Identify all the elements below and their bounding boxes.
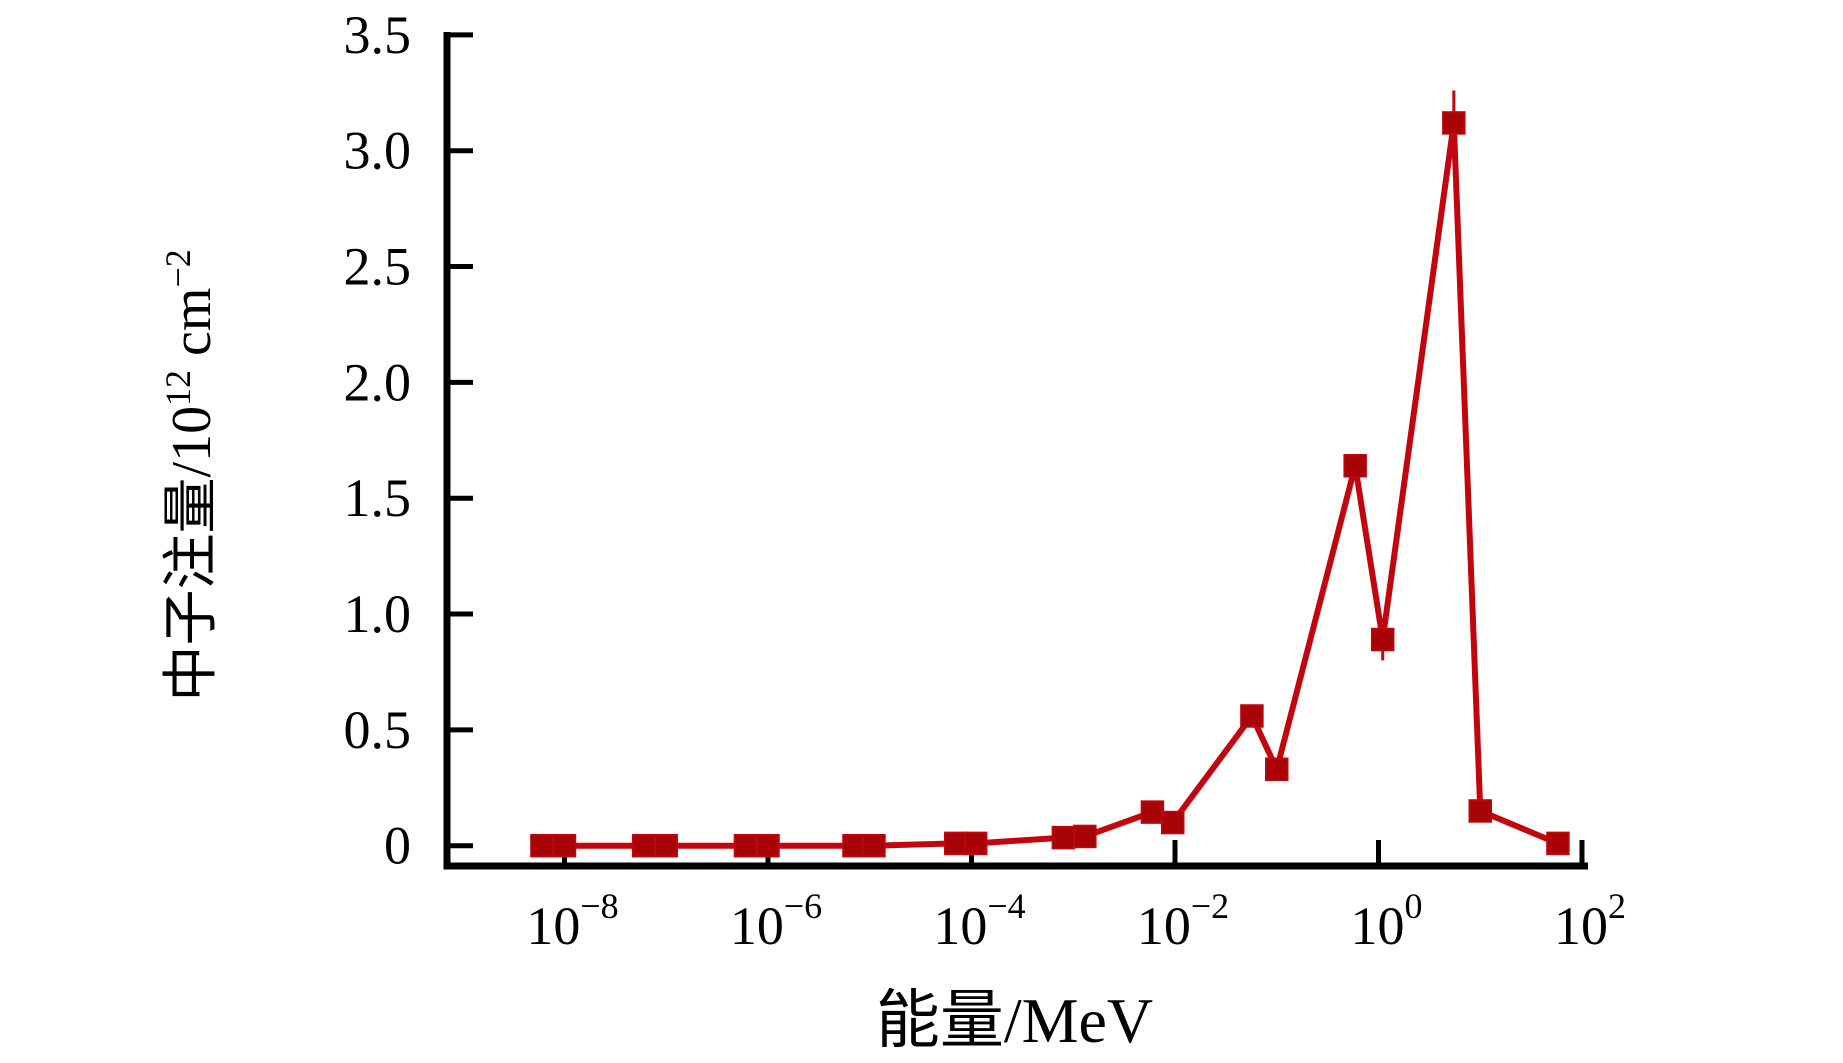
data-point-marker bbox=[1265, 757, 1289, 782]
data-point-marker bbox=[963, 831, 988, 856]
x-tick-label: 10−4 bbox=[933, 886, 1025, 956]
data-point-marker bbox=[1073, 824, 1097, 849]
x-axis-title: 能量/MeV bbox=[876, 985, 1153, 1056]
data-point-marker bbox=[654, 833, 678, 858]
x-tick-label: 10−2 bbox=[1137, 886, 1229, 956]
y-axis-title: 中子注量/1012 cm−2 bbox=[158, 249, 223, 701]
data-point-marker bbox=[1140, 800, 1165, 824]
y-tick-label: 1.5 bbox=[344, 468, 412, 528]
y-tick-label: 0 bbox=[384, 816, 411, 876]
data-point-marker bbox=[943, 831, 968, 856]
data-point-marker bbox=[842, 833, 866, 858]
data-point-marker bbox=[1442, 111, 1466, 135]
y-tick-label: 3.0 bbox=[344, 121, 412, 181]
data-point-marker bbox=[1468, 799, 1492, 823]
x-tick-label: 102 bbox=[1554, 886, 1626, 956]
data-point-marker bbox=[756, 833, 780, 858]
data-point-marker bbox=[1370, 627, 1395, 652]
data-point-marker bbox=[862, 833, 886, 858]
data-point-marker bbox=[631, 833, 656, 858]
data-point-marker bbox=[1343, 454, 1367, 478]
y-tick-label: 0.5 bbox=[344, 700, 412, 760]
y-tick-label: 2.5 bbox=[344, 237, 412, 297]
x-tick-label: 10−8 bbox=[526, 886, 618, 956]
y-tick-label: 2.0 bbox=[344, 352, 412, 412]
data-point-marker bbox=[552, 833, 577, 858]
y-tick-label: 3.5 bbox=[344, 5, 412, 65]
data-point-marker bbox=[1051, 825, 1076, 850]
x-tick-label: 10−6 bbox=[730, 886, 822, 956]
x-tick-label: 100 bbox=[1351, 886, 1423, 956]
y-tick-label: 1.0 bbox=[344, 584, 412, 644]
data-point-marker bbox=[733, 833, 758, 858]
data-point-marker bbox=[1546, 831, 1570, 856]
data-point-marker bbox=[1160, 810, 1185, 835]
series-line bbox=[541, 122, 1560, 849]
data-point-marker bbox=[1240, 704, 1264, 728]
data-point-marker bbox=[530, 833, 554, 858]
